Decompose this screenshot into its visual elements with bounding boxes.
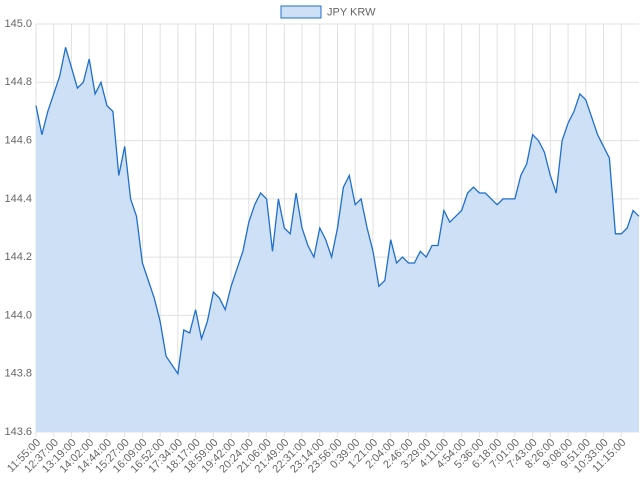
legend-swatch: [280, 5, 322, 19]
y-tick-label: 144.2: [4, 251, 32, 263]
y-tick-label: 144.4: [4, 193, 32, 205]
y-tick-label: 143.8: [4, 368, 32, 380]
y-tick-label: 145.0: [4, 18, 32, 30]
y-tick-label: 144.6: [4, 134, 32, 146]
y-tick-label: 144.0: [4, 309, 32, 321]
legend-label: JPY KRW: [327, 6, 376, 18]
y-tick-label: 143.6: [4, 426, 32, 438]
y-tick-label: 144.8: [4, 76, 32, 88]
line: [35, 47, 640, 376]
area-fill: [36, 47, 639, 433]
